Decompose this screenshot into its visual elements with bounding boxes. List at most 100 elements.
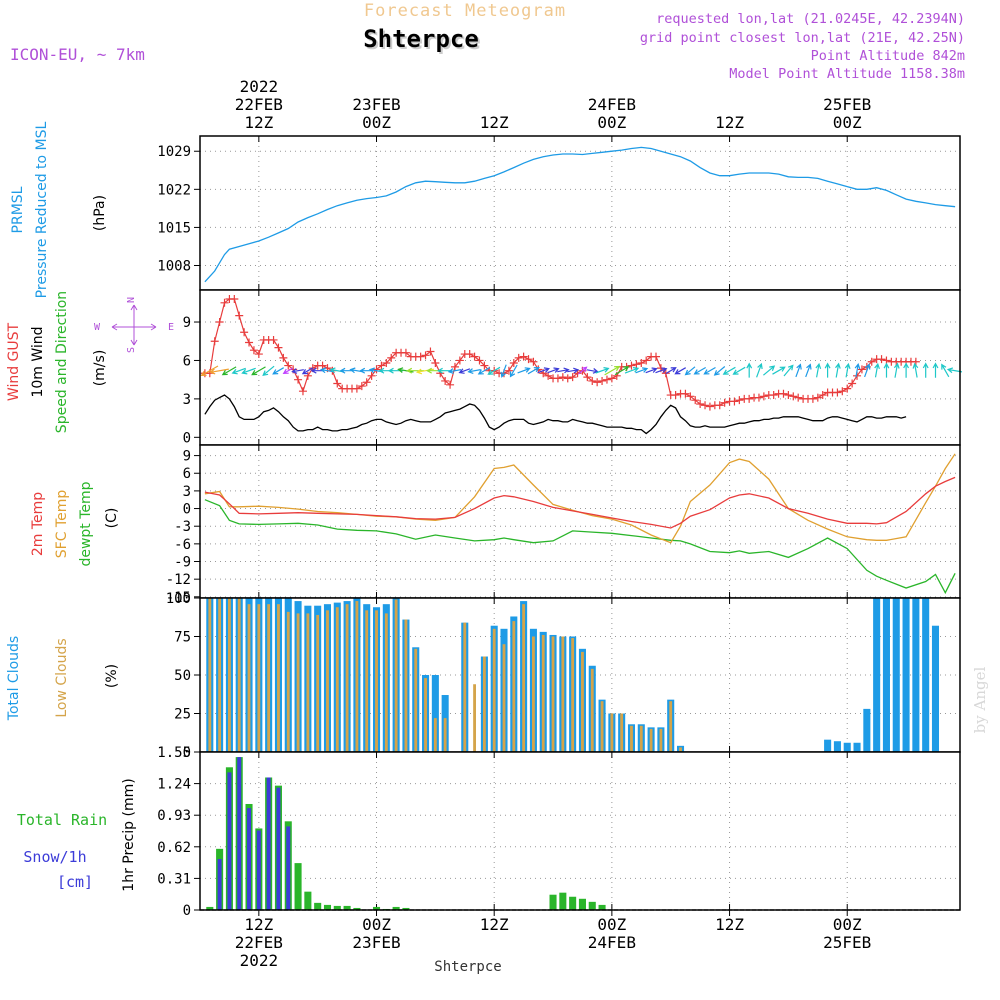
- panel-unit-label: (C): [104, 508, 120, 529]
- precip-ytick-label: 0.31: [157, 871, 191, 887]
- rain-bar: [304, 891, 312, 910]
- wind-gust-marker: [848, 379, 857, 388]
- wind-direction-arrow: [477, 366, 491, 375]
- wind-direction-arrow: [941, 363, 950, 378]
- low-clouds-bar: [659, 728, 663, 752]
- clouds-ytick-label: 100: [166, 591, 191, 607]
- low-clouds-bar: [208, 598, 212, 752]
- point-altitude: Point Altitude 842m: [811, 48, 965, 64]
- top-axis-hour-label: 00Z: [362, 113, 391, 132]
- low-clouds-bar: [257, 604, 261, 752]
- wind-direction-arrow: [713, 366, 726, 376]
- wind-direction-arrow: [209, 368, 229, 375]
- pressure-ytick-label: 1015: [157, 220, 191, 236]
- clouds-ytick-label: 75: [174, 630, 191, 646]
- wind-ytick-label: 3: [183, 392, 191, 408]
- total-clouds-bar: [892, 598, 900, 752]
- low-clouds-bar: [218, 598, 222, 752]
- panel-ylabel: dewpt Temp: [78, 481, 94, 566]
- low-clouds-bar: [237, 598, 241, 752]
- bottom-axis-hour-label: 00Z: [833, 915, 862, 934]
- model-label: ICON-EU, ~ 7km: [10, 45, 145, 64]
- prmsl-line: [204, 146, 956, 283]
- wind-gust-marker: [691, 396, 700, 405]
- rain-bar: [569, 896, 577, 910]
- wind-direction-arrow: [783, 364, 794, 377]
- wind-direction-arrow: [527, 366, 540, 375]
- panel-unit-label: 1hr Precip (mm): [121, 778, 137, 891]
- wind-gust-marker: [553, 374, 562, 383]
- panel-ylabel: PRMSL: [10, 186, 26, 233]
- wind-ytick-label: 6: [183, 353, 191, 369]
- wind-gust-marker: [235, 311, 244, 320]
- wind-gust-marker: [696, 400, 705, 409]
- wind-direction-arrow: [604, 365, 621, 376]
- wind-gust-marker: [362, 378, 371, 387]
- low-clouds-bar: [267, 604, 271, 752]
- wind-direction-arrow: [795, 363, 802, 378]
- low-clouds-bar: [512, 621, 516, 752]
- wind-direction-arrow: [815, 362, 822, 378]
- wind-gust-marker: [779, 389, 788, 398]
- wind-direction-arrow: [251, 366, 266, 376]
- low-clouds-bar: [384, 613, 388, 752]
- wind-direction-arrow: [319, 367, 334, 374]
- low-clouds-bar: [355, 601, 359, 752]
- wind-direction-arrow: [406, 367, 425, 374]
- wind-gust-marker: [269, 335, 278, 344]
- low-clouds-bar: [414, 648, 418, 752]
- bottom-axis-hour-label: 12Z: [480, 915, 509, 934]
- temperature-ytick-label: -9: [174, 555, 191, 571]
- wind-gust-marker: [421, 351, 430, 360]
- snow-bar: [247, 808, 252, 910]
- wind-direction-arrow: [746, 362, 753, 378]
- wind-gust-marker: [568, 373, 577, 382]
- wind-gust-marker: [602, 375, 611, 384]
- low-clouds-bar: [561, 636, 565, 752]
- location-shadow: Shterpce: [365, 27, 481, 55]
- wind-direction-arrow: [883, 362, 890, 378]
- bottom-axis-date-label: 23FEB: [352, 933, 400, 952]
- temperature-ytick-label: 0: [183, 502, 191, 518]
- wind-direction-arrow: [467, 368, 481, 374]
- wind-gust-marker: [563, 374, 572, 383]
- panel-ylabel: 2m Temp: [30, 492, 46, 556]
- wind-gust-marker: [838, 387, 847, 396]
- wind-direction-arrow: [932, 362, 939, 378]
- low-clouds-bar: [590, 668, 594, 752]
- low-clouds-bar: [433, 718, 437, 752]
- wind-gust-marker: [387, 353, 396, 362]
- wind-direction-arrow: [874, 362, 880, 378]
- temperature-background: [200, 445, 960, 598]
- wind-direction-arrow: [903, 362, 910, 378]
- wind-gust-marker: [504, 366, 513, 375]
- compass-n: N: [126, 297, 137, 303]
- wind-direction-arrow: [772, 366, 786, 375]
- wind-direction-arrow: [722, 366, 736, 375]
- temperature-ytick-label: 3: [183, 484, 191, 500]
- wind-direction-arrow: [912, 362, 919, 378]
- panel-ylabel: SFC Temp: [54, 490, 70, 559]
- rain-bar: [392, 906, 400, 910]
- wind-direction-arrow: [415, 368, 435, 375]
- wind-direction-arrow: [397, 367, 414, 373]
- chart-panels: 1008 1015 1022 1029 PRMSL Pressure Reduced to…: [6, 121, 963, 919]
- wind-direction-arrow: [922, 362, 929, 378]
- low-clouds-bar: [482, 656, 486, 752]
- wind-gust-marker: [607, 374, 616, 383]
- clouds-ytick-label: 0: [183, 745, 191, 761]
- wind-gust-marker: [652, 352, 660, 361]
- wind-gust-marker: [245, 338, 254, 347]
- wind-gust-marker: [715, 401, 724, 410]
- rain-bar: [598, 904, 606, 910]
- rain-bar: [549, 894, 557, 910]
- wind-direction-arrow: [635, 367, 649, 374]
- wind-gust-marker: [833, 388, 842, 397]
- bottom-axis-hour-label: 12Z: [715, 915, 744, 934]
- pressure-background: [200, 136, 960, 290]
- low-clouds-bar: [316, 614, 320, 752]
- snow-bar: [276, 787, 281, 910]
- credit-watermark: by Angel: [971, 666, 989, 733]
- precip-legend-label: Snow/1h: [23, 848, 86, 866]
- top-axis-date-label: 24FEB: [588, 95, 636, 114]
